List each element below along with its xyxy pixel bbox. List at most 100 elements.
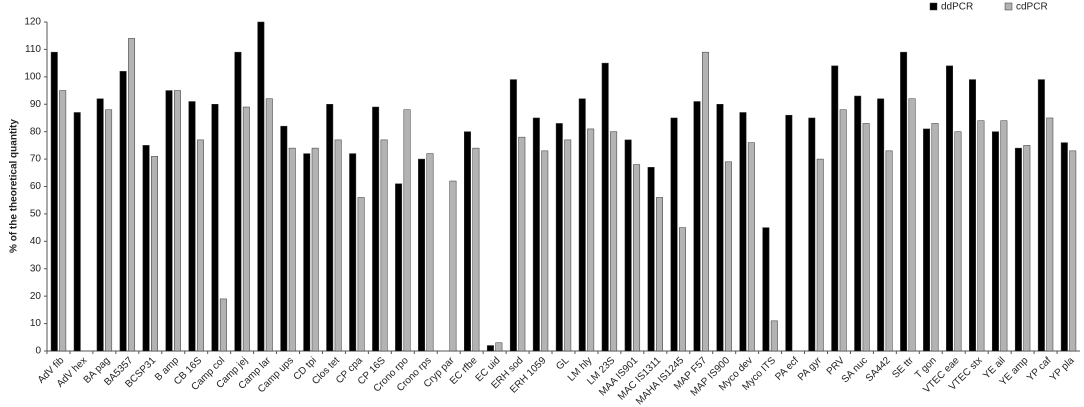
bar [357, 197, 365, 352]
bar [679, 227, 686, 352]
x-tick-label: GL [554, 355, 572, 373]
bar [908, 98, 916, 352]
y-tick-label: 0 [35, 346, 41, 357]
legend-swatch [1004, 2, 1013, 11]
bar [464, 131, 471, 352]
x-tick-label: SA442 [864, 355, 893, 384]
y-tick-label: 30 [30, 263, 42, 274]
bar [877, 98, 885, 352]
bar [969, 79, 976, 352]
y-tick-label: 120 [24, 17, 41, 28]
y-tick-label: 90 [30, 99, 42, 110]
bar [1069, 150, 1077, 352]
x-tick-label: YP pla [1048, 355, 1077, 384]
bar [303, 153, 311, 352]
bar [449, 180, 457, 352]
bar [142, 145, 150, 352]
bar [334, 139, 342, 352]
bar [770, 320, 778, 352]
bar [977, 120, 985, 352]
legend-swatch [929, 2, 938, 11]
bar [931, 123, 939, 352]
bar [418, 158, 426, 352]
bar [518, 136, 526, 352]
bar [808, 117, 816, 352]
y-tick-label: 80 [30, 126, 42, 137]
bar [555, 123, 563, 352]
y-tick-label: 70 [30, 154, 42, 165]
bar [1037, 79, 1045, 352]
y-tick-label: 20 [30, 291, 42, 302]
bar [151, 156, 158, 352]
bar [105, 109, 113, 352]
y-axis-label: % of the theoretical quantity [9, 119, 20, 253]
y-tick-label: 100 [24, 71, 41, 82]
bar [59, 90, 67, 352]
bar [564, 139, 572, 352]
bar [946, 65, 953, 352]
bar [601, 62, 609, 352]
bar [280, 125, 288, 352]
bar [747, 142, 755, 352]
bar [716, 104, 724, 352]
bar [211, 104, 219, 352]
bar [188, 101, 196, 352]
bar [633, 164, 641, 352]
bar [196, 139, 204, 352]
x-tick-label: PA ecf [773, 355, 801, 383]
bar [311, 147, 319, 352]
bar [395, 183, 403, 352]
bar [472, 147, 480, 352]
bar [532, 117, 540, 352]
x-tick-label: SE ttr [890, 355, 916, 381]
bar [954, 131, 962, 352]
bar [119, 71, 127, 352]
x-tick-label: PA gyr [796, 355, 825, 384]
x-tick-label: YP caf [1025, 355, 1054, 384]
bar [1046, 117, 1054, 352]
bar [509, 79, 517, 352]
bar [242, 106, 250, 352]
y-tick-label: 10 [30, 318, 42, 329]
bar [128, 38, 136, 352]
bar [380, 139, 388, 352]
y-tick-label: 50 [30, 209, 42, 220]
legend-label: cdPCR [1016, 2, 1048, 13]
bar [816, 158, 824, 352]
bar [900, 51, 908, 352]
bar [991, 131, 999, 352]
bar [610, 131, 618, 352]
bar [288, 147, 296, 352]
bar [326, 104, 334, 352]
bar [165, 90, 173, 352]
y-tick-label: 40 [30, 236, 42, 247]
bar [349, 153, 357, 352]
bar [624, 139, 632, 352]
bar [1000, 120, 1008, 352]
bar [50, 51, 58, 352]
bar [541, 150, 549, 352]
bar [862, 123, 870, 352]
bar [372, 106, 380, 352]
bar [693, 101, 701, 352]
bar [1060, 142, 1068, 352]
bar [219, 298, 227, 352]
x-tick-label: SA nuc [840, 355, 870, 385]
bar [839, 109, 847, 352]
bar [174, 90, 181, 352]
bar [885, 150, 893, 352]
bar [762, 227, 770, 352]
legend-label: ddPCR [941, 2, 973, 13]
bar [785, 114, 793, 352]
bar [486, 345, 494, 352]
bar [923, 128, 931, 352]
bar [854, 95, 862, 352]
bar [587, 128, 595, 352]
bar [701, 51, 709, 352]
bar [1014, 147, 1022, 352]
bar [403, 109, 411, 352]
y-tick-label: 60 [30, 181, 42, 192]
bar [257, 21, 265, 352]
bar [724, 161, 732, 352]
